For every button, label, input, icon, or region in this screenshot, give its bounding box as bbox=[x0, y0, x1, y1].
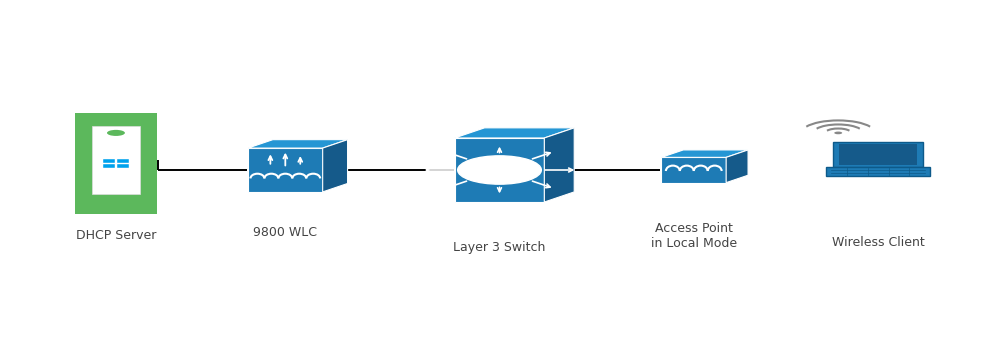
Polygon shape bbox=[248, 148, 323, 192]
Text: 9800 WLC: 9800 WLC bbox=[254, 226, 318, 239]
Polygon shape bbox=[117, 164, 129, 168]
Polygon shape bbox=[75, 113, 157, 214]
Polygon shape bbox=[455, 128, 574, 138]
Circle shape bbox=[458, 156, 541, 184]
Circle shape bbox=[834, 132, 842, 134]
Polygon shape bbox=[117, 159, 129, 163]
Polygon shape bbox=[323, 140, 348, 192]
Text: Wireless Client: Wireless Client bbox=[832, 236, 924, 249]
Text: Layer 3 Switch: Layer 3 Switch bbox=[454, 241, 545, 254]
Polygon shape bbox=[103, 164, 115, 168]
Polygon shape bbox=[103, 159, 115, 163]
Polygon shape bbox=[248, 140, 348, 148]
Polygon shape bbox=[455, 138, 544, 202]
Polygon shape bbox=[661, 157, 726, 183]
Text: DHCP Server: DHCP Server bbox=[76, 229, 156, 242]
Polygon shape bbox=[661, 150, 748, 157]
Polygon shape bbox=[726, 150, 748, 183]
Text: Access Point
in Local Mode: Access Point in Local Mode bbox=[650, 222, 737, 250]
Polygon shape bbox=[826, 167, 930, 176]
Polygon shape bbox=[833, 142, 923, 167]
Circle shape bbox=[107, 130, 125, 136]
Polygon shape bbox=[544, 128, 574, 202]
Polygon shape bbox=[92, 126, 140, 193]
Polygon shape bbox=[839, 144, 917, 165]
